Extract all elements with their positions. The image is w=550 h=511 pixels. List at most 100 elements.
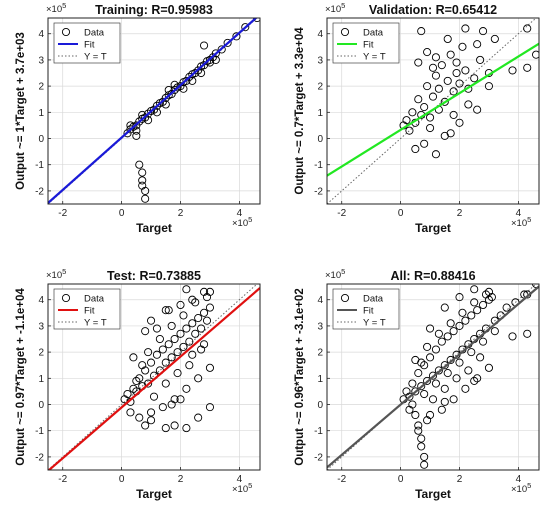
validation-data-point <box>532 50 539 59</box>
test-data-point <box>132 376 141 385</box>
training-x-tick-label: -2 <box>58 208 67 219</box>
all-axes-frame <box>326 283 540 471</box>
all-data-point <box>473 306 482 315</box>
validation-plot-content <box>327 18 539 204</box>
validation-identity-line <box>327 18 537 204</box>
test-data-point <box>167 353 176 362</box>
all-data-point <box>508 332 517 341</box>
test-data-point <box>126 408 135 417</box>
test-legend-label: Data <box>84 294 105 305</box>
training-data-point <box>197 68 206 78</box>
all-y-tick-label: 2 <box>317 348 323 359</box>
training-data-point <box>126 125 135 134</box>
all-data-point <box>411 387 420 396</box>
test-data-point <box>135 413 144 422</box>
test-data-point <box>205 303 214 312</box>
validation-data-point <box>452 58 461 67</box>
all-y-label: Output ~= 0.96*Target + -3.1e+02 <box>294 288 306 465</box>
validation-axes-frame <box>326 17 540 205</box>
test-data-point <box>152 324 161 333</box>
validation-data-point <box>420 103 429 112</box>
all-data-point <box>440 384 449 393</box>
validation-legend-label: Data <box>363 28 384 39</box>
validation-data-point <box>440 97 449 106</box>
validation-data-point <box>476 55 485 64</box>
training-data-point <box>253 18 260 23</box>
validation-data-point <box>443 34 452 44</box>
all-data-point <box>449 395 458 404</box>
test-legend-label: Y = T <box>84 318 107 329</box>
training-data-point <box>164 85 173 95</box>
test-data-point <box>188 319 197 328</box>
validation-data-point <box>428 92 438 101</box>
all-data-point <box>467 311 476 320</box>
test-data-point <box>141 421 150 430</box>
test-data-point <box>202 316 212 325</box>
validation-data-point <box>490 34 499 44</box>
test-data-point <box>123 389 132 399</box>
test-data-point <box>138 361 147 370</box>
all-data-point <box>443 369 452 378</box>
validation-legend-label: Fit <box>363 40 374 51</box>
test-data-point <box>161 358 170 367</box>
test-data-point <box>155 334 164 344</box>
training-data-point <box>144 116 153 125</box>
test-data-point <box>200 287 209 296</box>
test-data-point <box>176 329 185 338</box>
validation-data-point <box>417 27 426 36</box>
validation-data-point <box>508 66 517 75</box>
all-data-point <box>417 434 426 443</box>
all-data-point <box>405 392 414 401</box>
validation-data-point <box>414 95 423 104</box>
validation-data-point <box>452 68 461 78</box>
all-data-point <box>417 442 426 451</box>
training-x-exponent-power: 5 <box>248 215 252 224</box>
validation-data-point <box>470 74 479 83</box>
training-data-point <box>144 109 153 118</box>
test-data-point <box>167 400 176 409</box>
all-data-point <box>428 395 438 404</box>
all-data-point <box>423 342 432 351</box>
training-legend-label: Data <box>84 28 105 39</box>
training-y-tick-label: -1 <box>35 160 44 171</box>
validation-data-point <box>414 58 423 67</box>
all-plot-content <box>327 284 539 470</box>
training-y-tick-label: 2 <box>38 82 44 93</box>
test-y-label: Output ~= 0.97*Target + -1.1e+04 <box>15 288 27 466</box>
all-y-tick-label: -2 <box>314 452 323 463</box>
test-x-tick-label: 0 <box>119 474 125 485</box>
all-data-point <box>484 287 493 296</box>
validation-legend-data-marker <box>340 27 350 37</box>
validation-y-exponent-power: 5 <box>341 1 345 10</box>
all-fit-line <box>327 285 539 469</box>
test-data-point <box>173 369 182 378</box>
test-data-point <box>191 329 200 338</box>
training-y-exponent: ×105 <box>46 1 66 15</box>
test-x-tick-label: -2 <box>58 474 67 485</box>
test-y-tick-label: 3 <box>38 321 44 332</box>
test-data-point <box>194 413 203 422</box>
test-data-point <box>158 403 167 412</box>
all-data-point <box>420 389 429 399</box>
training-data-point <box>241 23 250 32</box>
training-y-tick-label: 0 <box>38 134 44 145</box>
test-data-point <box>129 384 138 393</box>
validation-data-point <box>431 53 440 62</box>
test-data-point <box>176 395 185 404</box>
test-y-exponent-power: 5 <box>62 267 66 276</box>
test-data-point <box>129 353 138 362</box>
all-panel: -2 0 2 4 -2 -1 0 1 2 3 4 All: R=0.88416 Target Output… <box>294 267 540 501</box>
test-data-point <box>179 311 188 320</box>
training-y-tick-label: 3 <box>38 55 44 66</box>
test-data-point <box>164 306 173 315</box>
test-data-point <box>182 285 191 294</box>
test-identity-line <box>48 284 258 470</box>
test-data-point <box>182 384 191 393</box>
test-data-point <box>161 424 170 433</box>
all-data-point <box>452 374 461 383</box>
all-data-point <box>490 327 499 336</box>
all-data-point <box>455 321 464 330</box>
training-x-tick-label: 0 <box>119 208 125 219</box>
